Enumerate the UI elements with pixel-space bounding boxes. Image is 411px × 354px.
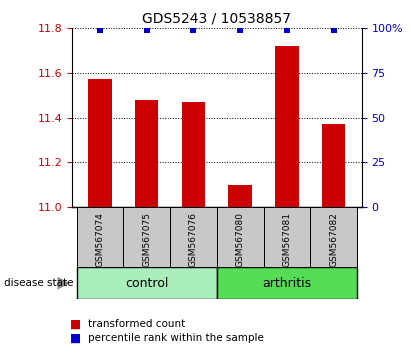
Bar [217,267,357,299]
Text: GSM567074: GSM567074 [95,212,104,267]
Bar [229,185,252,207]
Bar [217,207,263,267]
Text: GSM567081: GSM567081 [282,212,291,267]
Bar [76,267,217,299]
Text: ■: ■ [70,318,81,330]
Point [97,27,103,33]
Text: arthritis: arthritis [262,277,312,290]
Point [143,27,150,33]
Point [190,27,197,33]
Point [284,27,290,33]
Bar [123,207,170,267]
Polygon shape [58,277,70,290]
Text: GSM567080: GSM567080 [236,212,245,267]
Text: GSM567076: GSM567076 [189,212,198,267]
Text: ■: ■ [70,332,81,344]
Bar [88,79,112,207]
Text: control: control [125,277,169,290]
Bar [275,46,298,207]
Bar [263,207,310,267]
Point [330,27,337,33]
Bar [76,207,123,267]
Bar [170,207,217,267]
Text: transformed count: transformed count [88,319,186,329]
Bar [322,124,345,207]
Text: percentile rank within the sample: percentile rank within the sample [88,333,264,343]
Bar [135,100,158,207]
Bar [310,207,357,267]
Point [237,27,243,33]
Text: disease state: disease state [4,278,74,288]
Bar [182,102,205,207]
Text: GSM567082: GSM567082 [329,212,338,267]
Title: GDS5243 / 10538857: GDS5243 / 10538857 [142,12,291,26]
Text: GSM567075: GSM567075 [142,212,151,267]
